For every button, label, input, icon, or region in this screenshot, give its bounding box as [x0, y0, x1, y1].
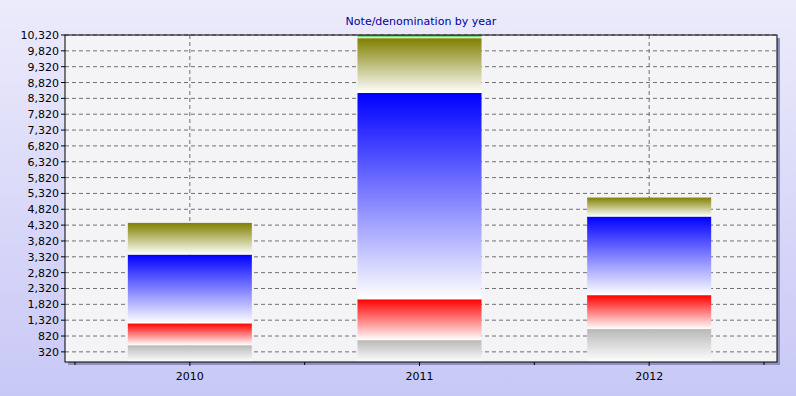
- tick-label: 8,820: [28, 77, 60, 90]
- bar-segment: [128, 345, 252, 362]
- plot-frame: [65, 35, 777, 362]
- bar-segment: [587, 197, 711, 198]
- tick-label: 10,320: [21, 29, 60, 42]
- tick-mark: [61, 177, 65, 178]
- tick-mark: [61, 225, 65, 226]
- tick-mark: [61, 209, 65, 210]
- tick-label: 1,820: [28, 298, 60, 311]
- chart: Note/denomination by year 320 820 1,320 1,82…: [0, 0, 796, 396]
- tick-mark: [61, 288, 65, 289]
- x-tick: [649, 362, 650, 366]
- tick-mark: [61, 82, 65, 83]
- bar-segment: [587, 198, 711, 217]
- tick-mark: [61, 320, 65, 321]
- tick-mark: [61, 66, 65, 67]
- x-tick-label: 2011: [406, 370, 434, 383]
- tick-label: 320: [38, 346, 59, 359]
- bar-segment: [357, 340, 481, 362]
- tick-mark: [61, 161, 65, 162]
- tick-label: 2,320: [28, 282, 60, 295]
- bar-segment: [128, 223, 252, 255]
- bar-segment: [128, 255, 252, 324]
- bar-segment: [128, 222, 252, 223]
- tick-label: 5,320: [28, 187, 60, 200]
- tick-mark: [61, 240, 65, 241]
- tick-mark: [61, 35, 65, 36]
- tick-label: 7,320: [28, 124, 60, 137]
- tick-label: 3,820: [28, 235, 60, 248]
- tick-mark: [61, 145, 65, 146]
- x-tick: [189, 362, 190, 366]
- bar-segment: [587, 217, 711, 296]
- tick-label: 9,320: [28, 61, 60, 74]
- bar-segment: [357, 299, 481, 340]
- tick-mark: [61, 98, 65, 99]
- tick-label: 4,320: [28, 219, 60, 232]
- tick-mark: [61, 130, 65, 131]
- x-tick-label: 2012: [635, 370, 663, 383]
- tick-label: 6,320: [28, 156, 60, 169]
- tick-mark: [61, 114, 65, 115]
- tick-label: 1,320: [28, 314, 60, 327]
- bar-segment: [587, 295, 711, 329]
- tick-mark: [61, 193, 65, 194]
- bar-segment: [357, 93, 481, 299]
- tick-label: 5,820: [28, 172, 60, 185]
- tick-label: 9,820: [28, 45, 60, 58]
- tick-mark: [61, 272, 65, 273]
- bar-segment: [587, 329, 711, 362]
- tick-mark: [61, 304, 65, 305]
- x-tick: [419, 362, 420, 366]
- tick-label: 8,320: [28, 92, 60, 105]
- tick-mark: [61, 50, 65, 51]
- tick-label: 6,820: [28, 140, 60, 153]
- bars: [128, 35, 711, 362]
- plot-area: [65, 35, 777, 362]
- tick-mark: [61, 256, 65, 257]
- tick-label: 3,320: [28, 251, 60, 264]
- bar-segment: [357, 38, 481, 93]
- x-tick-label: 2010: [176, 370, 204, 383]
- title: Note/denomination by year: [346, 15, 497, 28]
- tick-label: 820: [38, 330, 59, 343]
- tick-label: 4,820: [28, 203, 60, 216]
- tick-label: 2,820: [28, 267, 60, 280]
- tick-label: 7,820: [28, 108, 60, 121]
- tick-mark: [61, 351, 65, 352]
- tick-mark: [61, 336, 65, 337]
- bar-segment: [128, 323, 252, 345]
